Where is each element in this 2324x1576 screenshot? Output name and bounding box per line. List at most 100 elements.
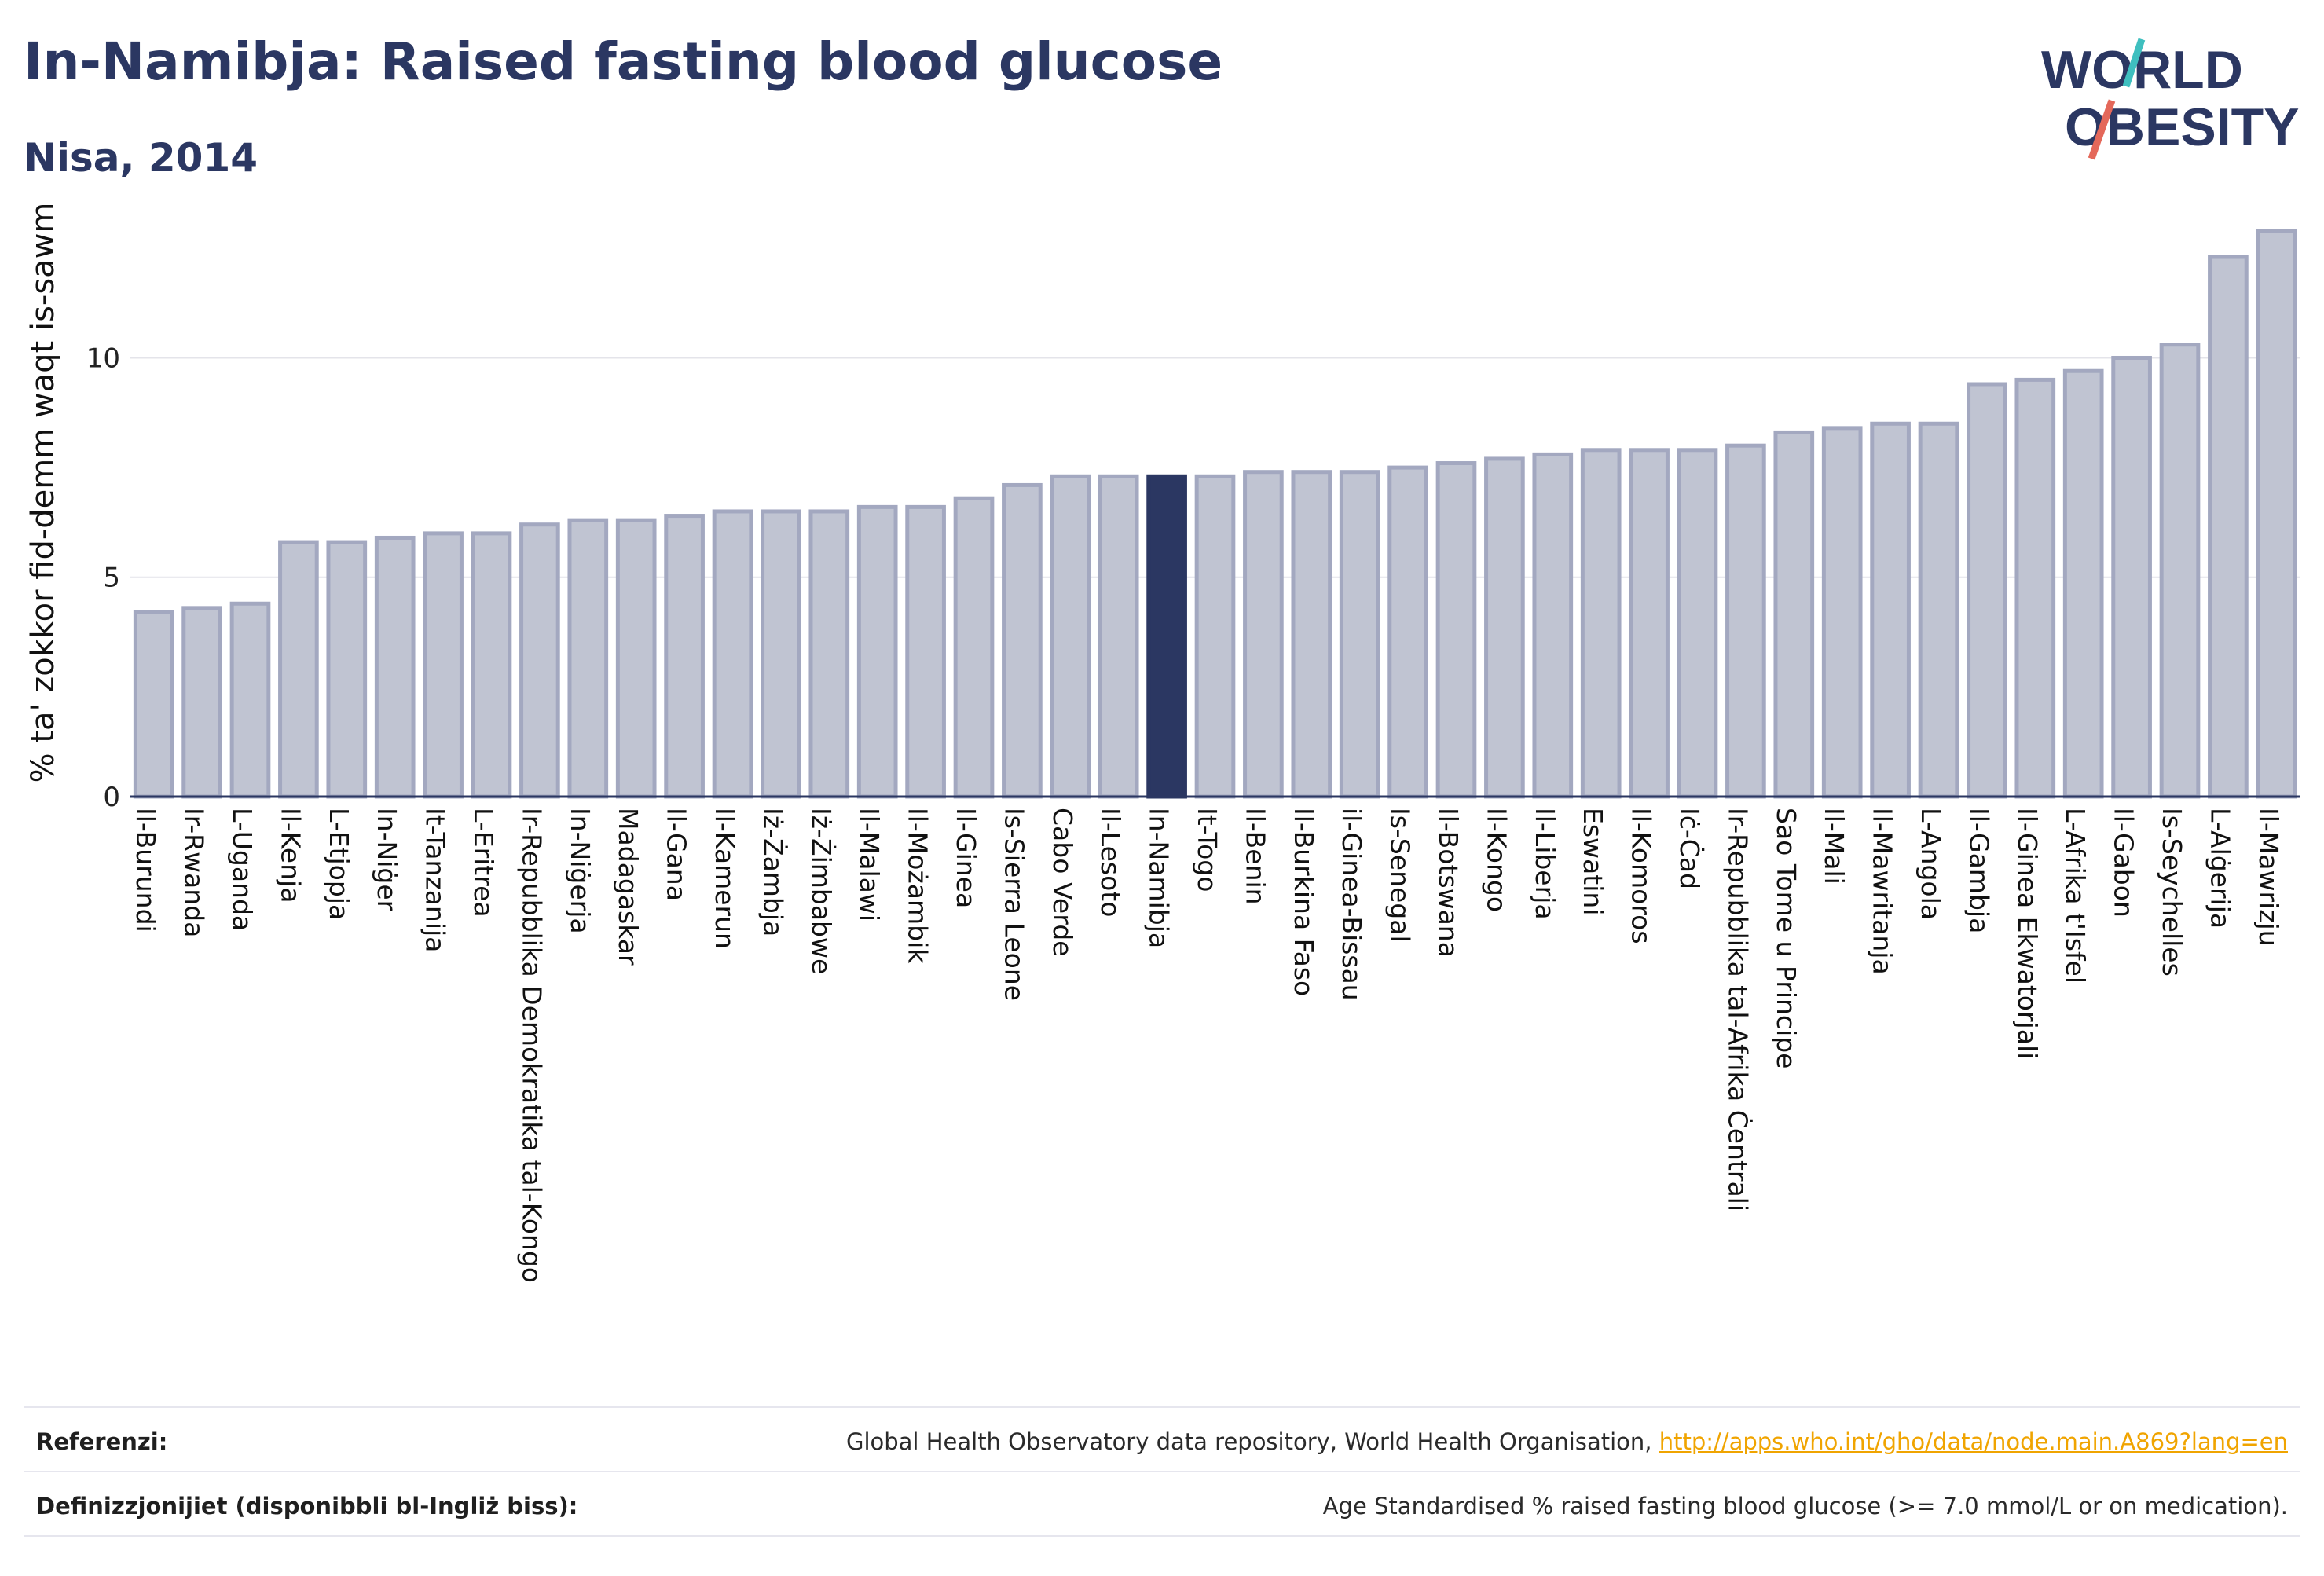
bar-it-togo[interactable] [1194,474,1236,799]
bar-il-botswana[interactable] [1435,461,1477,799]
bar-is-sierra-leone[interactable] [1002,482,1043,799]
bar-il-lesoto[interactable] [1098,474,1139,799]
x-tick-label: Il-Malawi [854,808,885,922]
bars [133,229,2297,799]
x-tick-labels: Il-Burundi Ir-Rwanda L-Uganda Il-Kenja L-Etj… [130,808,2284,1283]
bar-in-ni-er[interactable] [374,535,416,799]
bar-is-seychelles[interactable] [2159,343,2201,799]
bar-il-kongo[interactable] [1484,456,1525,799]
bar-il-mawrizju[interactable] [2256,229,2297,799]
bar-in-ni-erja[interactable] [567,518,609,799]
x-tick-label: Il-Gambja [1963,808,1994,933]
bar-in-namibja[interactable] [1146,474,1187,799]
x-tick-label: Il-Kamerun [709,808,740,949]
bar-eswatini[interactable] [1580,448,1622,799]
x-tick-label: Iż-Żimbabwe [806,808,837,974]
bar-il-kamerun[interactable] [712,509,753,799]
references-label: Referenzi: [36,1428,168,1455]
x-tick-label: Iż-Żambja [757,808,788,936]
y-axis-label: % ta' zokkor fid-demm waqt is-sawm [25,203,61,783]
bar-i-ambja[interactable] [761,509,801,799]
x-tick-label: Il-Kenja [275,808,306,903]
bar-l-al-erija[interactable] [2208,255,2249,799]
bar-ir-repubblika-demokratika-tal-kongo[interactable] [519,522,560,799]
bar-il-komoros[interactable] [1629,448,1670,799]
bar-it-tanzanija[interactable] [423,531,464,799]
x-tick-label: Il-Gabon [2109,808,2139,918]
bar-ir-rwanda[interactable] [181,606,222,799]
logo-line1: WORLD [2041,40,2243,100]
x-tick-label: Il-Mawrizju [2253,808,2284,947]
references-value: Global Health Observatory data repositor… [846,1428,2288,1455]
x-tick-label: Ir-Repubblika tal-Afrika Ċentrali [1722,808,1754,1211]
bar-l-eritrea[interactable] [471,531,512,799]
logo-slash-teal [2122,38,2146,88]
definitions-label: Definizzjonijiet (disponibbli bl-Ingliż … [36,1493,578,1519]
bar-madagaskar[interactable] [615,518,657,799]
bar-l-etjopja[interactable] [326,540,368,799]
references-text: Global Health Observatory data repositor… [845,1428,1659,1455]
y-tick-label: 5 [103,563,120,594]
bar-chart: 0 5 10 Il-Burundi Ir-Rwanda L-Uganda Il-Kenja… [25,203,2300,1283]
footer-divider-bottom [24,1535,2300,1537]
x-tick-label: L-Etjopja [324,808,354,920]
x-tick-label: Il-Burundi [130,808,161,933]
x-tick-label: Ir-Rwanda [179,808,210,937]
bar-il-benin[interactable] [1243,470,1284,799]
x-tick-label: Madagaskar [613,808,643,966]
x-tick-label: L-Uganda [227,808,258,931]
bar-il-burkina-faso[interactable] [1291,470,1332,799]
bar-il-malawi[interactable] [856,504,898,799]
x-tick-label: il-Ginea-Bissau [1336,808,1367,1001]
chart-subtitle: Nisa, 2014 [24,135,258,181]
logo-slash-red [2088,99,2116,160]
bar-sao-tome-u-principe[interactable] [1773,430,1815,799]
x-tick-label: Il-Lesoto [1095,808,1126,917]
x-tick-label: Il-Mawritanja [1868,808,1898,975]
bar-i-ad[interactable] [1677,448,1718,799]
x-tick-label: In-Niġerja [565,808,596,934]
x-tick-label: Iċ-Ċad [1674,808,1706,889]
bar-il-mo-ambik[interactable] [905,504,946,799]
x-tick-label: Il-Benin [1240,808,1270,905]
references-link[interactable]: http://apps.who.int/gho/data/node.main.A… [1659,1428,2288,1455]
bar-il-burundi[interactable] [133,610,174,799]
bar-i-imbabwe[interactable] [808,509,850,799]
bar-is-senegal[interactable] [1387,465,1428,799]
bar-il-mawritanja[interactable] [1870,421,1911,799]
chart-title: In-Namibja: Raised fasting blood glucose [24,31,1223,92]
bar-ir-repubblika-tal-afrika-entrali[interactable] [1725,443,1766,799]
bar-il-ginea-bissau[interactable] [1339,470,1380,799]
bar-l-angola[interactable] [1918,421,1959,799]
x-tick-label: Ir-Repubblika Demokratika tal-Kongo [516,808,547,1283]
bar-il-gana[interactable] [664,514,705,799]
bar-cabo-verde[interactable] [1050,474,1091,799]
x-tick-label: Il-Kongo [1481,808,1512,912]
x-tick-label: Is-Sierra Leone [999,808,1029,1001]
x-tick-label: Il-Liberja [1530,808,1560,920]
x-tick-label: Eswatini [1578,808,1608,915]
x-tick-label: Is-Senegal [1385,808,1416,943]
x-tick-label: L-Angola [1915,808,1946,920]
bar-il-gabon[interactable] [2111,355,2152,799]
x-tick-label: Il-Komoros [1626,808,1657,944]
bar-il-ginea[interactable] [953,496,995,799]
bar-il-kenja[interactable] [278,540,319,799]
x-tick-label: L-Eritrea [468,808,499,918]
y-tick-labels: 0 5 10 [86,343,120,813]
bar-il-gambja[interactable] [1967,382,2007,799]
bar-il-mali[interactable] [1821,426,1863,799]
x-tick-label: It-Togo [1192,808,1222,892]
x-tick-label: Il-Botswana [1433,808,1464,958]
bar-il-liberja[interactable] [1532,452,1574,799]
world-obesity-logo: WORLD OBESITY [2041,38,2300,160]
bar-il-ginea-ekwatorjali[interactable] [2014,377,2056,799]
bar-l-afrika-t-isfel[interactable] [2062,368,2104,799]
x-tick-label: Sao Tome u Principe [1771,808,1802,1068]
x-tick-label: In-Namibja [1144,808,1175,948]
x-tick-label: Il-Możambik [903,808,933,964]
x-tick-label: It-Tanzanija [420,808,451,952]
footer-divider-middle [24,1471,2300,1472]
x-tick-label: Cabo Verde [1047,808,1078,956]
bar-l-uganda[interactable] [229,601,271,799]
